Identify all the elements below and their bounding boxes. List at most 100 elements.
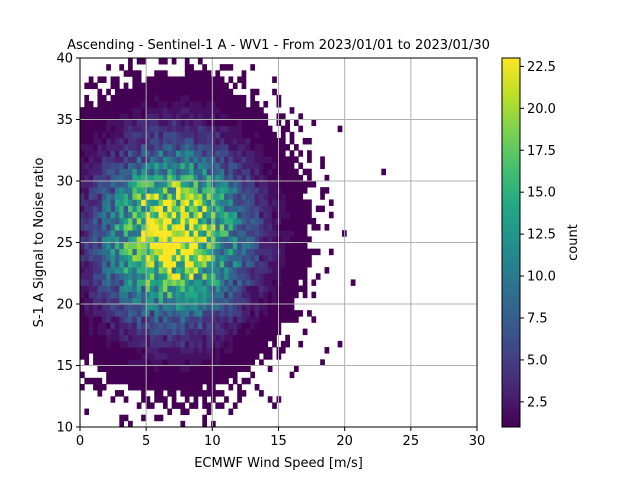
histogram-cell — [154, 248, 159, 256]
histogram-cell — [211, 279, 216, 286]
histogram-cell — [302, 328, 308, 336]
histogram-cell — [241, 242, 247, 249]
histogram-cell — [237, 334, 242, 342]
histogram-cell — [145, 199, 151, 206]
histogram-cell — [136, 187, 142, 194]
histogram-cell — [101, 254, 107, 262]
histogram-cell — [254, 285, 260, 293]
histogram-cell — [80, 322, 85, 329]
histogram-cell — [254, 260, 260, 268]
histogram-cell — [136, 297, 142, 305]
histogram-cell — [136, 334, 142, 342]
histogram-cell — [184, 396, 190, 403]
histogram-cell — [158, 328, 164, 336]
histogram-cell — [88, 125, 94, 133]
histogram-cell — [110, 162, 116, 170]
histogram-cell — [324, 187, 330, 194]
histogram-cell — [101, 316, 107, 323]
histogram-cell — [263, 353, 269, 360]
histogram-cell — [289, 193, 295, 200]
histogram-cell — [272, 334, 277, 342]
histogram-cell — [267, 199, 273, 206]
histogram-cell — [128, 119, 133, 126]
histogram-cell — [206, 236, 212, 243]
histogram-cell — [289, 285, 295, 293]
histogram-cell — [119, 359, 125, 366]
histogram-cell — [232, 310, 238, 317]
histogram-cell — [280, 113, 286, 120]
histogram-cell — [228, 297, 234, 305]
histogram-cell — [88, 267, 94, 274]
histogram-cell — [189, 371, 194, 379]
histogram-cell — [114, 187, 120, 194]
histogram-cell — [202, 371, 207, 379]
histogram-cell — [197, 101, 203, 108]
histogram-cell — [119, 119, 125, 126]
histogram-cell — [145, 94, 151, 102]
histogram-cell — [167, 273, 173, 280]
histogram-cell — [145, 119, 151, 126]
histogram-cell — [215, 402, 221, 409]
histogram-cell — [97, 94, 103, 102]
histogram-cell — [254, 156, 260, 163]
histogram-cell — [254, 205, 260, 213]
histogram-cell — [154, 88, 159, 96]
histogram-cell — [232, 137, 238, 145]
histogram-cell — [136, 236, 142, 243]
histogram-cell — [171, 291, 177, 299]
histogram-cell — [101, 168, 107, 176]
histogram-cell — [224, 125, 229, 133]
histogram-cell — [162, 297, 168, 305]
histogram-cell — [110, 174, 116, 182]
x-tick-label: 10 — [204, 434, 221, 449]
histogram-cell — [206, 297, 212, 305]
histogram-cell — [128, 334, 133, 342]
histogram-cell — [324, 347, 330, 354]
histogram-cell — [215, 107, 221, 114]
histogram-cell — [167, 322, 173, 329]
histogram-cell — [171, 187, 177, 194]
histogram-cell — [97, 150, 103, 157]
histogram-cell — [215, 273, 221, 280]
histogram-cell — [106, 340, 111, 348]
histogram-cell — [101, 359, 107, 366]
histogram-cell — [149, 273, 155, 280]
histogram-cell — [171, 137, 177, 145]
histogram-cell — [101, 260, 107, 268]
histogram-cell — [97, 119, 103, 126]
histogram-cell — [145, 101, 151, 108]
histogram-cell — [259, 199, 264, 206]
histogram-cell — [293, 254, 299, 262]
histogram-cell — [241, 125, 247, 133]
histogram-cell — [97, 125, 103, 133]
histogram-cell — [302, 230, 308, 237]
histogram-cell — [141, 236, 146, 243]
histogram-cell — [84, 334, 90, 342]
histogram-cell — [176, 107, 181, 114]
histogram-cell — [93, 347, 98, 354]
histogram-cell — [154, 267, 159, 274]
histogram-cell — [128, 70, 133, 77]
histogram-cell — [232, 340, 238, 348]
colorbar-ticks: 2.55.07.510.012.515.017.520.022.5 — [520, 60, 556, 410]
histogram-cell — [93, 224, 98, 231]
histogram-cell — [84, 279, 90, 286]
histogram-cell — [184, 340, 190, 348]
histogram-cell — [219, 390, 225, 397]
histogram-cell — [232, 156, 238, 163]
histogram-cell — [193, 193, 199, 200]
histogram-cell — [267, 248, 273, 256]
histogram-cell — [254, 328, 260, 336]
histogram-cell — [193, 187, 199, 194]
histogram-cell — [193, 377, 199, 385]
histogram-cell — [193, 230, 199, 237]
histogram-cell — [197, 211, 203, 219]
histogram-cells — [80, 58, 387, 427]
histogram-cell — [114, 285, 120, 293]
histogram-cell — [132, 340, 138, 348]
histogram-cell — [141, 199, 146, 206]
histogram-cell — [272, 254, 277, 262]
histogram-cell — [307, 137, 312, 145]
histogram-cell — [202, 88, 207, 96]
histogram-cell — [149, 304, 155, 311]
